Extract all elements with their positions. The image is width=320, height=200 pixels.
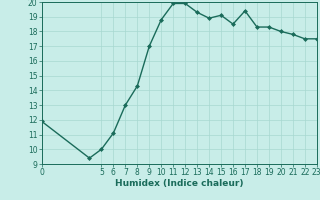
X-axis label: Humidex (Indice chaleur): Humidex (Indice chaleur) [115,179,244,188]
